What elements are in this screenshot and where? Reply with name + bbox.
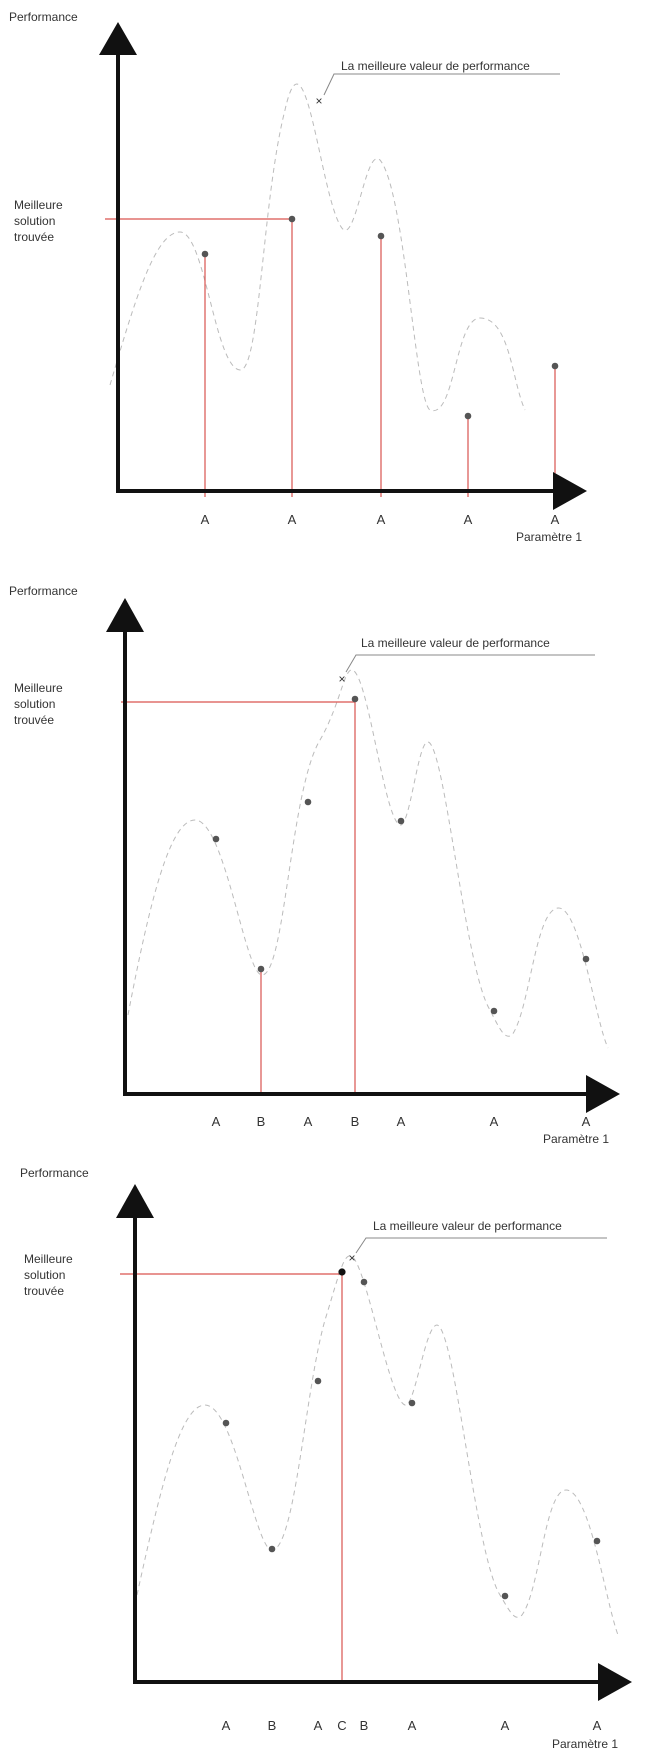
sample-point — [212, 835, 220, 843]
y-axis-label: Performance — [9, 10, 78, 24]
optimum-label: La meilleure valeur de performance — [361, 636, 550, 650]
tick-label: B — [268, 1718, 277, 1733]
tick-label: B — [257, 1114, 266, 1129]
performance-curve — [127, 669, 609, 1049]
performance-curve — [136, 1255, 619, 1636]
tick-label: A — [314, 1718, 323, 1733]
tick-label: A — [397, 1114, 406, 1129]
tick-label: C — [337, 1718, 346, 1733]
best-found-label-line: Meilleure — [14, 681, 63, 695]
sample-point — [490, 1007, 498, 1015]
tick-label: A — [212, 1114, 221, 1129]
best-found-point — [338, 1268, 346, 1276]
tick-label: A — [304, 1114, 313, 1129]
tick-label: A — [201, 512, 210, 527]
tick-label: A — [464, 512, 473, 527]
tick-label: B — [351, 1114, 360, 1129]
x-axis-label: Paramètre 1 — [543, 1132, 609, 1146]
best-found-label-line: Meilleure — [24, 1252, 73, 1266]
optimum-marker: × — [315, 94, 322, 108]
optimum-label: La meilleure valeur de performance — [341, 59, 530, 73]
x-axis-label: Paramètre 1 — [552, 1737, 618, 1751]
sample-point — [288, 215, 296, 223]
sample-point — [304, 798, 312, 806]
sample-point — [360, 1278, 368, 1286]
tick-label: A — [501, 1718, 510, 1733]
sample-point — [582, 955, 590, 963]
performance-curve — [109, 83, 526, 411]
tick-label: A — [408, 1718, 417, 1733]
tick-label: A — [288, 512, 297, 527]
y-axis-arrow-icon — [99, 22, 137, 55]
y-axis-label: Performance — [20, 1166, 89, 1180]
optimum-marker: × — [348, 1251, 355, 1265]
sample-point — [593, 1537, 601, 1545]
optimum-leader — [345, 654, 595, 673]
tick-label: A — [593, 1718, 602, 1733]
best-found-label: Meilleure solution trouvée — [24, 1252, 76, 1298]
sample-point — [257, 965, 265, 973]
tick-label: A — [222, 1718, 231, 1733]
optimum-leader — [355, 1237, 607, 1254]
tick-label: A — [582, 1114, 591, 1129]
optimum-marker: × — [338, 672, 345, 686]
x-axis-label: Paramètre 1 — [516, 530, 582, 544]
best-found-label-line: Meilleure — [14, 198, 63, 212]
tick-label: A — [551, 512, 560, 527]
best-found-label: Meilleure solution trouvée — [14, 198, 66, 244]
best-found-label: Meilleure solution trouvée — [14, 681, 66, 727]
sample-point — [397, 817, 405, 825]
tick-label: A — [377, 512, 386, 527]
sample-point — [268, 1545, 276, 1553]
optimum-leader — [323, 73, 560, 96]
y-axis-label: Performance — [9, 584, 78, 598]
y-axis-arrow-icon — [106, 598, 144, 632]
sample-point — [464, 412, 472, 420]
best-found-label-line: trouvée — [14, 713, 54, 727]
sample-point — [314, 1377, 322, 1385]
x-axis-arrow-icon — [598, 1663, 632, 1701]
y-axis-arrow-icon — [116, 1184, 154, 1218]
sample-point — [551, 362, 559, 370]
panel-1: Performance × La meilleure valeur de per… — [9, 10, 587, 544]
best-found-label-line: solution — [14, 697, 55, 711]
sample-point — [501, 1592, 509, 1600]
sample-point — [222, 1419, 230, 1427]
panel-2: Performance × La meilleure valeur de per… — [9, 584, 620, 1146]
optimum-label: La meilleure valeur de performance — [373, 1219, 562, 1233]
best-found-label-line: trouvée — [14, 230, 54, 244]
best-found-label-line: trouvée — [24, 1284, 64, 1298]
sample-point — [351, 695, 359, 703]
sample-point — [201, 250, 209, 258]
x-axis-arrow-icon — [553, 472, 587, 510]
panel-3: Performance × La meilleure valeur de per… — [20, 1166, 632, 1751]
x-axis-arrow-icon — [586, 1075, 620, 1113]
tick-label: B — [360, 1718, 369, 1733]
sample-point — [408, 1399, 416, 1407]
sample-point — [377, 232, 385, 240]
best-found-label-line: solution — [14, 214, 55, 228]
best-found-label-line: solution — [24, 1268, 65, 1282]
tick-label: A — [490, 1114, 499, 1129]
